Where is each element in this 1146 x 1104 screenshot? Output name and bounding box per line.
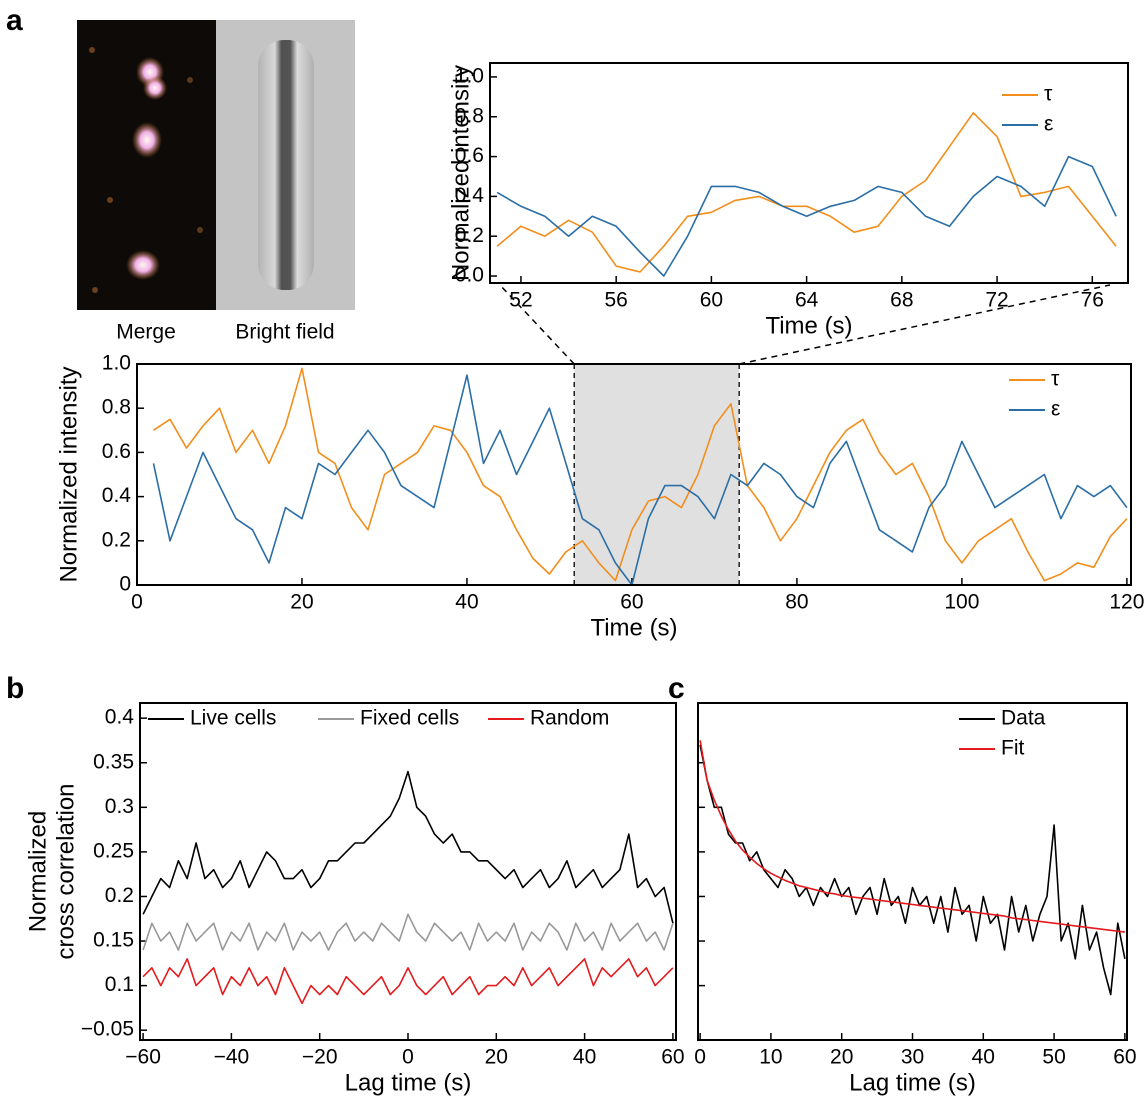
x-tick-label: 10 bbox=[759, 1046, 782, 1069]
legend-label: Random bbox=[530, 707, 609, 730]
y-tick-label: 0.4 bbox=[102, 484, 132, 507]
x-tick-label: 76 bbox=[1081, 289, 1104, 312]
y-tick-label: 0.2 bbox=[102, 528, 131, 551]
legend-label: Data bbox=[1001, 707, 1046, 730]
legend-label: Fit bbox=[1001, 737, 1024, 760]
x-tick-label: 20 bbox=[290, 591, 313, 614]
plot-frame bbox=[489, 62, 1129, 284]
panel-label: b bbox=[6, 672, 24, 705]
y-tick-label: 0.1 bbox=[105, 973, 134, 996]
legend-label: ε bbox=[1051, 398, 1060, 421]
merge-image bbox=[77, 20, 216, 310]
x-tick-label: 30 bbox=[901, 1046, 924, 1069]
x-axis-label: Time (s) bbox=[765, 312, 852, 339]
panel-label: a bbox=[6, 4, 23, 37]
x-tick-label: 50 bbox=[1042, 1046, 1065, 1069]
plot-frame bbox=[139, 702, 677, 1041]
x-tick-label: 40 bbox=[455, 591, 478, 614]
y-tick-label: 0.0 bbox=[455, 264, 484, 287]
y-tick-label: 0 bbox=[119, 573, 131, 596]
series-line bbox=[142, 770, 674, 924]
y-tick-label: 0.3 bbox=[105, 795, 134, 818]
y-tick-label: 0.25 bbox=[93, 839, 134, 862]
series-line bbox=[496, 112, 1117, 273]
series-line bbox=[699, 740, 1126, 933]
image-caption: Bright field bbox=[235, 321, 334, 344]
x-tick-label: 20 bbox=[485, 1046, 508, 1069]
y-tick-label: 0.2 bbox=[455, 224, 484, 247]
y-axis-label: Normalized intensity bbox=[55, 366, 82, 582]
series-line bbox=[142, 958, 674, 1005]
series-line bbox=[142, 913, 674, 951]
x-tick-label: 68 bbox=[890, 289, 913, 312]
x-tick-label: 52 bbox=[509, 289, 532, 312]
legend-label: τ bbox=[1051, 368, 1060, 391]
y-tick-label: 0.35 bbox=[93, 750, 134, 773]
x-tick-label: 0 bbox=[131, 591, 143, 614]
y-tick-label: 1.0 bbox=[102, 352, 131, 375]
plot-frame bbox=[697, 702, 1128, 1041]
x-tick-label: 72 bbox=[985, 289, 1008, 312]
y-tick-label: 0.6 bbox=[102, 440, 131, 463]
y-axis-label: Normalized intensity bbox=[447, 65, 474, 281]
y-tick-label: 0.6 bbox=[455, 144, 484, 167]
y-axis-label: cross correlation bbox=[52, 783, 79, 959]
zoom-connector bbox=[739, 284, 1111, 365]
x-tick-label: 80 bbox=[785, 591, 808, 614]
x-tick-label: 0 bbox=[402, 1046, 414, 1069]
x-tick-label: 60 bbox=[661, 1046, 684, 1069]
x-tick-label: 64 bbox=[795, 289, 819, 312]
series-line bbox=[496, 155, 1117, 277]
legend-label: Fixed cells bbox=[360, 707, 459, 730]
x-axis-label: Time (s) bbox=[590, 614, 677, 641]
x-tick-label: −40 bbox=[214, 1046, 250, 1069]
highlight-region bbox=[574, 364, 740, 585]
y-tick-label: 0.4 bbox=[455, 184, 485, 207]
x-tick-label: 60 bbox=[1113, 1046, 1136, 1069]
x-tick-label: 20 bbox=[830, 1046, 853, 1069]
y-tick-label: 0.8 bbox=[102, 396, 131, 419]
y-tick-label: 1.0 bbox=[455, 64, 484, 87]
x-tick-label: −60 bbox=[125, 1046, 161, 1069]
x-tick-label: 40 bbox=[573, 1046, 596, 1069]
y-tick-label: 0.2 bbox=[105, 884, 134, 907]
x-tick-label: 60 bbox=[700, 289, 723, 312]
y-tick-label: 0.8 bbox=[455, 104, 484, 127]
x-tick-label: 40 bbox=[972, 1046, 995, 1069]
plot-frame bbox=[136, 363, 1132, 586]
x-axis-label: Lag time (s) bbox=[849, 1069, 976, 1096]
image-caption: Merge bbox=[116, 321, 176, 344]
zoom-connector bbox=[499, 284, 575, 365]
x-axis-label: Lag time (s) bbox=[345, 1069, 472, 1096]
series-line bbox=[699, 744, 1126, 996]
series-line bbox=[153, 367, 1128, 582]
y-tick-label: 0.15 bbox=[93, 929, 134, 952]
x-tick-label: 120 bbox=[1109, 591, 1144, 614]
x-tick-label: 100 bbox=[944, 591, 979, 614]
y-tick-label: −0.05 bbox=[81, 1018, 134, 1041]
panel-label: c bbox=[668, 672, 685, 705]
y-axis-label: Normalized bbox=[24, 811, 51, 932]
x-tick-label: −20 bbox=[302, 1046, 338, 1069]
series-line bbox=[152, 374, 1128, 585]
x-tick-label: 0 bbox=[694, 1046, 706, 1069]
legend-label: Live cells bbox=[190, 707, 276, 730]
legend-label: τ bbox=[1044, 83, 1053, 106]
x-tick-label: 56 bbox=[604, 289, 627, 312]
y-tick-label: 0.4 bbox=[105, 706, 135, 729]
legend-label: ε bbox=[1044, 113, 1053, 136]
x-tick-label: 60 bbox=[620, 591, 643, 614]
bright-field-image bbox=[216, 20, 355, 310]
